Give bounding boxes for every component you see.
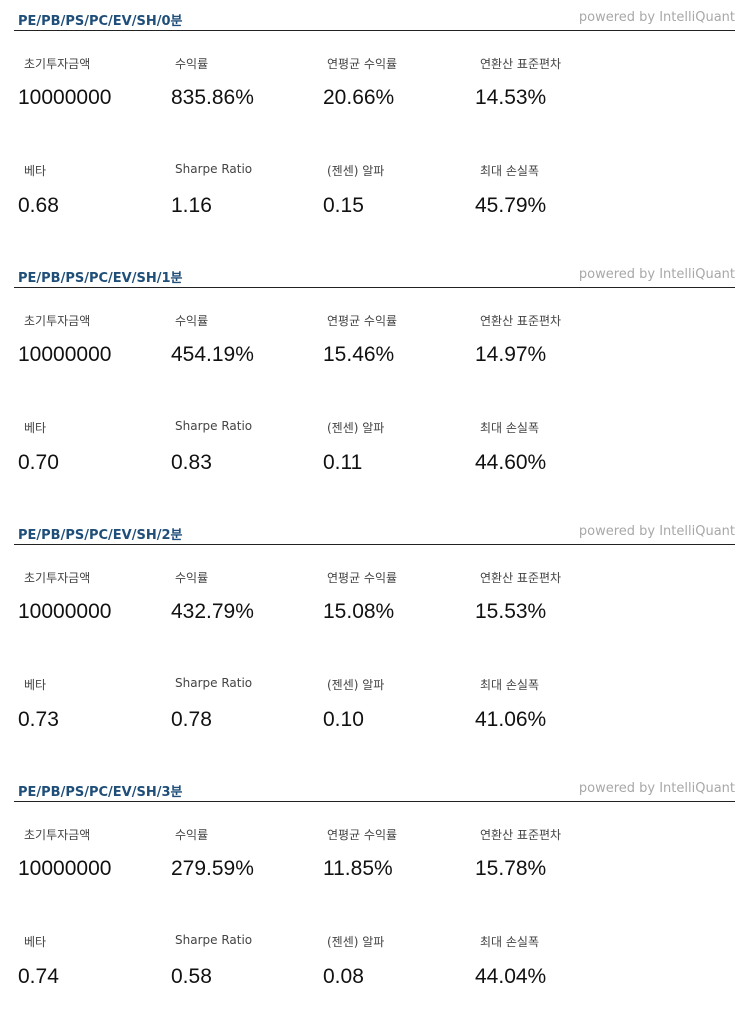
max-drawdown-label: 최대 손실폭	[480, 678, 540, 692]
sharpe-ratio-label: Sharpe Ratio	[175, 419, 253, 433]
initial-investment-value: 10000000	[18, 600, 112, 623]
annual-return-label: 연평균 수익률	[327, 57, 398, 71]
return-value: 454.19%	[171, 343, 254, 366]
beta-label: 베타	[24, 935, 47, 949]
return-label: 수익률	[175, 314, 209, 328]
beta-value: 0.74	[18, 965, 59, 988]
sharpe-ratio-label: Sharpe Ratio	[175, 162, 253, 176]
initial-investment-label: 초기투자금액	[24, 314, 91, 328]
panel-title: PE/PB/PS/PC/EV/SH/0분	[18, 14, 183, 29]
initial-investment-value: 10000000	[18, 857, 112, 880]
jensen-alpha-value: 0.11	[323, 451, 363, 474]
beta-label: 베타	[24, 164, 47, 178]
jensen-alpha-label: (젠센) 알파	[327, 678, 385, 692]
backtest-panel: PE/PB/PS/PC/EV/SH/1분 powered by IntelliQ…	[14, 257, 735, 514]
sharpe-ratio-value: 0.78	[171, 708, 212, 731]
annual-return-value: 20.66%	[323, 86, 395, 109]
beta-value: 0.73	[18, 708, 59, 731]
annual-stdev-label: 연환산 표준편차	[480, 828, 562, 842]
initial-investment-value: 10000000	[18, 86, 112, 109]
return-value: 279.59%	[171, 857, 254, 880]
annual-return-value: 11.85%	[323, 857, 393, 880]
beta-value: 0.70	[18, 451, 59, 474]
panel-title: PE/PB/PS/PC/EV/SH/3분	[18, 785, 183, 800]
annual-stdev-value: 15.78%	[475, 857, 547, 880]
backtest-panel: PE/PB/PS/PC/EV/SH/0분 powered by IntelliQ…	[14, 0, 735, 257]
beta-label: 베타	[24, 421, 47, 435]
max-drawdown-value: 41.06%	[475, 708, 547, 731]
backtest-panel: PE/PB/PS/PC/EV/SH/2분 powered by IntelliQ…	[14, 514, 735, 771]
initial-investment-label: 초기투자금액	[24, 57, 91, 71]
sharpe-ratio-value: 0.83	[171, 451, 212, 474]
panel-header: PE/PB/PS/PC/EV/SH/1분 powered by IntelliQ…	[14, 257, 735, 288]
return-label: 수익률	[175, 57, 209, 71]
return-label: 수익률	[175, 571, 209, 585]
annual-stdev-label: 연환산 표준편차	[480, 314, 562, 328]
annual-stdev-label: 연환산 표준편차	[480, 57, 562, 71]
initial-investment-label: 초기투자금액	[24, 828, 91, 842]
jensen-alpha-label: (젠센) 알파	[327, 421, 385, 435]
annual-stdev-label: 연환산 표준편차	[480, 571, 562, 585]
panel-header: PE/PB/PS/PC/EV/SH/3분 powered by IntelliQ…	[14, 771, 735, 802]
jensen-alpha-value: 0.08	[323, 965, 364, 988]
beta-label: 베타	[24, 678, 47, 692]
max-drawdown-value: 44.60%	[475, 451, 547, 474]
return-value: 835.86%	[171, 86, 254, 109]
annual-return-value: 15.46%	[323, 343, 395, 366]
jensen-alpha-value: 0.10	[323, 708, 364, 731]
max-drawdown-label: 최대 손실폭	[480, 935, 540, 949]
sharpe-ratio-label: Sharpe Ratio	[175, 676, 253, 690]
annual-return-label: 연평균 수익률	[327, 314, 398, 328]
beta-value: 0.68	[18, 194, 59, 217]
panel-header: PE/PB/PS/PC/EV/SH/2분 powered by IntelliQ…	[14, 514, 735, 545]
powered-by-link[interactable]: powered by IntelliQuant	[578, 781, 735, 796]
backtest-panel: PE/PB/PS/PC/EV/SH/3분 powered by IntelliQ…	[14, 771, 735, 1028]
initial-investment-value: 10000000	[18, 343, 112, 366]
powered-by-link[interactable]: powered by IntelliQuant	[578, 267, 735, 282]
sharpe-ratio-label: Sharpe Ratio	[175, 933, 253, 947]
powered-by-link[interactable]: powered by IntelliQuant	[578, 524, 735, 539]
jensen-alpha-value: 0.15	[323, 194, 364, 217]
sharpe-ratio-value: 1.16	[171, 194, 212, 217]
jensen-alpha-label: (젠센) 알파	[327, 935, 385, 949]
panel-header: PE/PB/PS/PC/EV/SH/0분 powered by IntelliQ…	[14, 0, 735, 31]
return-value: 432.79%	[171, 600, 254, 623]
max-drawdown-label: 최대 손실폭	[480, 421, 540, 435]
max-drawdown-value: 45.79%	[475, 194, 547, 217]
annual-stdev-value: 14.53%	[475, 86, 547, 109]
sharpe-ratio-value: 0.58	[171, 965, 212, 988]
return-label: 수익률	[175, 828, 209, 842]
panel-title: PE/PB/PS/PC/EV/SH/1분	[18, 271, 183, 286]
jensen-alpha-label: (젠센) 알파	[327, 164, 385, 178]
max-drawdown-value: 44.04%	[475, 965, 547, 988]
initial-investment-label: 초기투자금액	[24, 571, 91, 585]
max-drawdown-label: 최대 손실폭	[480, 164, 540, 178]
panel-title: PE/PB/PS/PC/EV/SH/2분	[18, 528, 183, 543]
annual-stdev-value: 15.53%	[475, 600, 547, 623]
powered-by-link[interactable]: powered by IntelliQuant	[578, 10, 735, 25]
annual-return-label: 연평균 수익률	[327, 828, 398, 842]
annual-return-value: 15.08%	[323, 600, 395, 623]
annual-return-label: 연평균 수익률	[327, 571, 398, 585]
annual-stdev-value: 14.97%	[475, 343, 547, 366]
